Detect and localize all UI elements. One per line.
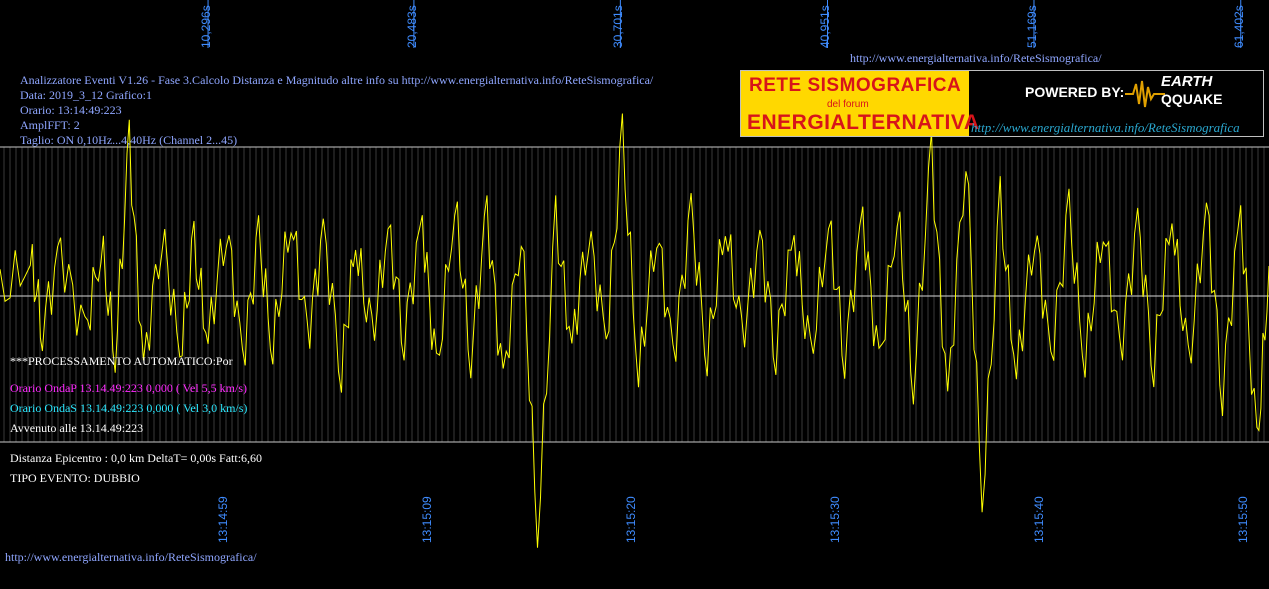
clock-tick-label: 13:14:59 [216,496,230,543]
elapsed-tick-label: 30,701s [611,5,626,48]
top-url[interactable]: http://www.energialternativa.info/ReteSi… [850,51,1102,65]
elapsed-tick-label: 20,483s [404,5,419,48]
processing-title: ***PROCESSAMENTO AUTOMATICO:Por [10,354,233,368]
elapsed-tick-marks [207,0,1242,48]
bottom-url[interactable]: http://www.energialternativa.info/ReteSi… [5,550,257,564]
elapsed-tick-label: 51,169s [1024,5,1039,48]
vertical-gridlines [3,147,1265,442]
powered-by-label: POWERED BY: [1025,84,1125,100]
elapsed-tick-label: 61,402s [1231,5,1246,48]
onda-p-time: Orario OndaP 13.14.49:223 0,000 ( Vel 5,… [10,381,247,395]
earthquake-logo-line1: EARTH [1161,73,1213,90]
clock-tick-label: 13:15:09 [420,496,434,543]
rete-sismografica-logo[interactable]: RETE SISMOGRAFICA del forum ENERGIALTERN… [740,70,1264,137]
event-type: TIPO EVENTO: DUBBIO [10,471,140,485]
logo-brand: ENERGIALTERNATIVA [747,111,980,134]
header-date: Data: 2019_3_12 Grafico:1 [20,88,152,102]
clock-tick-label: 13:15:40 [1032,496,1046,543]
clock-tick-label: 13:15:50 [1236,496,1250,543]
logo-subtitle: del forum [827,99,869,110]
header-time: Orario: 13:14:49:223 [20,103,122,117]
header-filter: Taglio: ON 0,10Hz...4,40Hz (Channel 2...… [20,133,238,147]
epicenter-distance: Distanza Epicentro : 0,0 km DeltaT= 0,00… [10,451,263,465]
seismic-wave-icon [1125,80,1165,108]
header-amplfft: AmplFFT: 2 [20,118,80,132]
onda-s-time: Orario OndaS 13.14.49:223 0,000 ( Vel 3,… [10,401,248,415]
elapsed-tick-label: 10,296s [199,5,214,48]
clock-tick-label: 13:15:20 [624,496,638,543]
header-title: Analizzatore Eventi V1.26 - Fase 3.Calco… [20,73,654,87]
clock-tick-label: 13:15:30 [828,496,842,543]
event-occurred-time: Avvenuto alle 13.14.49:223 [10,421,144,435]
logo-yellow-panel [741,71,969,136]
logo-url[interactable]: http://www.energialternativa.info/ReteSi… [971,120,1240,135]
seismic-trace [0,113,1269,548]
logo-title: RETE SISMOGRAFICA [749,75,962,96]
elapsed-tick-label: 40,951s [818,5,833,48]
earthquake-logo-line2: QQUAKE [1161,91,1223,107]
